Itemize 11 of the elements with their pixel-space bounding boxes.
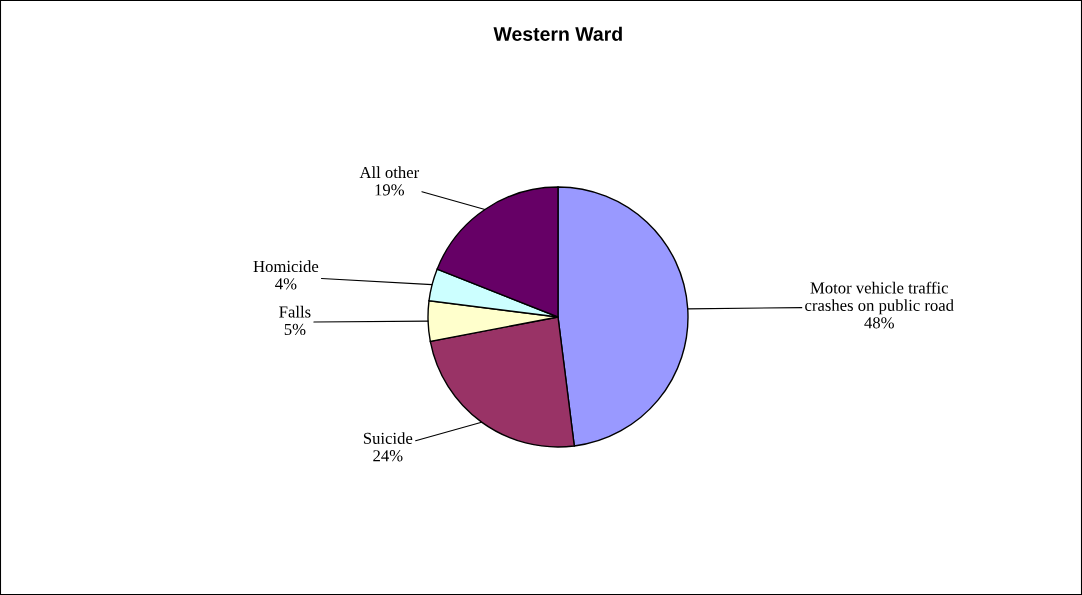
slice-label: Suicide [363,432,413,444]
data-label: 5% [284,323,306,336]
data-label: 24% [373,450,403,462]
slice-label: All other [359,166,420,179]
slice-label: Motor vehicle traffic crashes on public road [805,281,954,315]
data-label: 48% [864,317,894,329]
chart-title: Western Ward [493,26,622,41]
slice-label: Homicide [253,260,319,273]
slice-label: Falls [279,305,311,318]
data-label: 4% [275,278,297,290]
data-label: 19% [375,184,405,196]
